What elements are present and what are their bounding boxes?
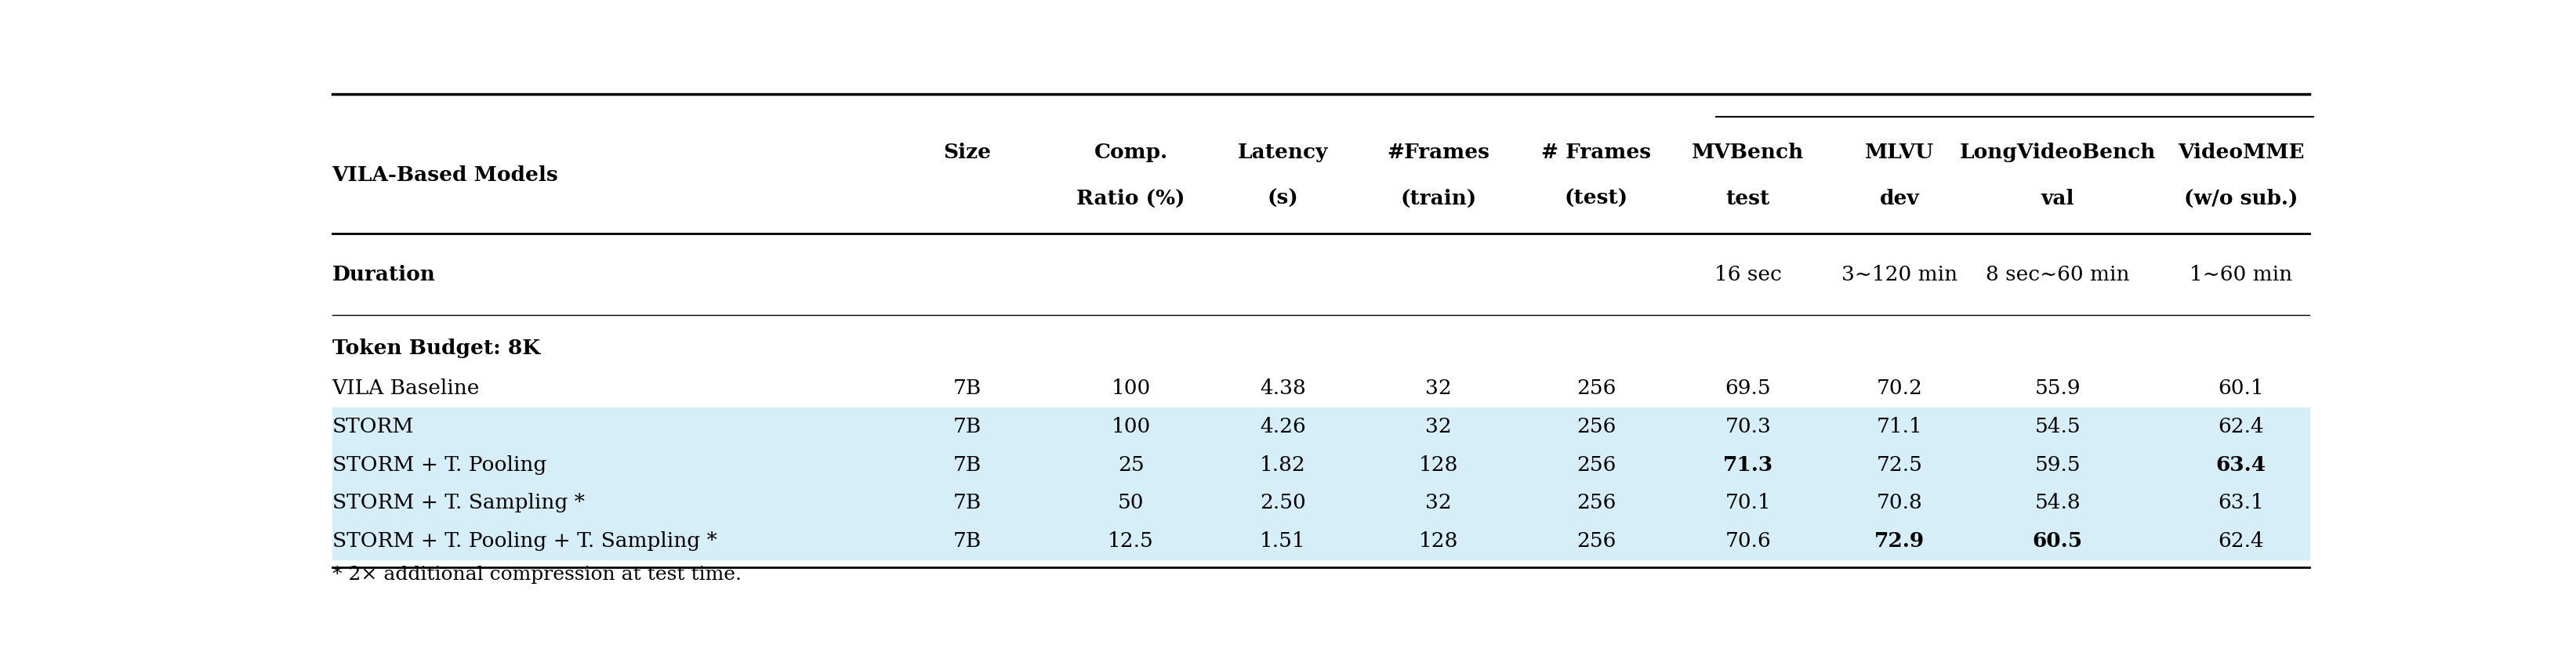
Text: 1.51: 1.51 xyxy=(1260,531,1306,551)
Text: 70.6: 70.6 xyxy=(1723,531,1770,551)
Text: 256: 256 xyxy=(1577,493,1615,513)
Text: Latency: Latency xyxy=(1236,143,1327,163)
Text: 69.5: 69.5 xyxy=(1723,379,1770,399)
Text: 71.1: 71.1 xyxy=(1875,417,1922,436)
Text: 256: 256 xyxy=(1577,455,1615,474)
Text: 54.5: 54.5 xyxy=(2035,417,2079,436)
Text: * 2× additional compression at test time.: * 2× additional compression at test time… xyxy=(332,566,742,584)
Text: Duration: Duration xyxy=(332,265,435,284)
Text: STORM: STORM xyxy=(332,417,415,436)
Text: 70.8: 70.8 xyxy=(1875,493,1922,513)
Text: 32: 32 xyxy=(1425,493,1450,513)
Text: 72.9: 72.9 xyxy=(1873,531,1924,551)
Text: #Frames: #Frames xyxy=(1386,143,1489,163)
Text: 128: 128 xyxy=(1419,455,1458,474)
Text: 128: 128 xyxy=(1419,531,1458,551)
Text: 4.38: 4.38 xyxy=(1260,379,1306,399)
Bar xyxy=(332,408,2308,445)
Text: 59.5: 59.5 xyxy=(2035,455,2079,474)
Text: 1~60 min: 1~60 min xyxy=(2190,265,2293,284)
Text: dev: dev xyxy=(1880,188,1919,208)
Text: 50: 50 xyxy=(1118,493,1144,513)
Text: Ratio (%): Ratio (%) xyxy=(1077,188,1185,208)
Text: 70.2: 70.2 xyxy=(1875,379,1922,399)
Text: 100: 100 xyxy=(1110,379,1151,399)
Text: 3~120 min: 3~120 min xyxy=(1842,265,1958,284)
Text: test: test xyxy=(1726,188,1770,208)
Text: 60.1: 60.1 xyxy=(2218,379,2264,399)
Text: 7B: 7B xyxy=(953,379,981,399)
Text: STORM + T. Pooling + T. Sampling *: STORM + T. Pooling + T. Sampling * xyxy=(332,531,716,551)
Text: Comp.: Comp. xyxy=(1095,143,1167,163)
Text: 25: 25 xyxy=(1118,455,1144,474)
Text: 256: 256 xyxy=(1577,531,1615,551)
Text: 63.1: 63.1 xyxy=(2218,493,2264,513)
Text: 4.26: 4.26 xyxy=(1260,417,1306,436)
Text: VILA-Based Models: VILA-Based Models xyxy=(332,165,559,185)
Text: 63.4: 63.4 xyxy=(2215,455,2267,474)
Bar xyxy=(332,445,2308,484)
Text: 72.5: 72.5 xyxy=(1875,455,1922,474)
Text: (train): (train) xyxy=(1399,188,1476,208)
Text: # Frames: # Frames xyxy=(1540,143,1651,163)
Text: Size: Size xyxy=(943,143,992,163)
Text: 32: 32 xyxy=(1425,379,1450,399)
Text: 70.3: 70.3 xyxy=(1723,417,1770,436)
Text: VideoMME: VideoMME xyxy=(2177,143,2303,163)
Text: val: val xyxy=(2040,188,2074,208)
Text: 71.3: 71.3 xyxy=(1723,455,1772,474)
Text: 62.4: 62.4 xyxy=(2218,531,2264,551)
Text: 100: 100 xyxy=(1110,417,1151,436)
Text: MVBench: MVBench xyxy=(1692,143,1803,163)
Text: LongVideoBench: LongVideoBench xyxy=(1958,143,2156,163)
Bar xyxy=(332,522,2308,560)
Text: 70.1: 70.1 xyxy=(1723,493,1770,513)
Text: 7B: 7B xyxy=(953,493,981,513)
Text: Token Budget: 8K: Token Budget: 8K xyxy=(332,338,541,358)
Text: 7B: 7B xyxy=(953,455,981,474)
Text: 60.5: 60.5 xyxy=(2032,531,2081,551)
Text: 7B: 7B xyxy=(953,531,981,551)
Text: 7B: 7B xyxy=(953,417,981,436)
Text: 12.5: 12.5 xyxy=(1108,531,1154,551)
Text: 256: 256 xyxy=(1577,379,1615,399)
Text: 62.4: 62.4 xyxy=(2218,417,2264,436)
Bar xyxy=(332,484,2308,522)
Text: 16 sec: 16 sec xyxy=(1713,265,1780,284)
Text: 32: 32 xyxy=(1425,417,1450,436)
Text: 256: 256 xyxy=(1577,417,1615,436)
Text: MLVU: MLVU xyxy=(1865,143,1935,163)
Text: STORM + T. Pooling: STORM + T. Pooling xyxy=(332,455,546,474)
Text: 1.82: 1.82 xyxy=(1260,455,1306,474)
Text: 8 sec~60 min: 8 sec~60 min xyxy=(1986,265,2128,284)
Text: 2.50: 2.50 xyxy=(1260,493,1306,513)
Text: (w/o sub.): (w/o sub.) xyxy=(2184,188,2298,208)
Text: STORM + T. Sampling *: STORM + T. Sampling * xyxy=(332,493,585,513)
Text: VILA Baseline: VILA Baseline xyxy=(332,379,479,399)
Text: 54.8: 54.8 xyxy=(2035,493,2079,513)
Text: (s): (s) xyxy=(1267,188,1298,208)
Text: 55.9: 55.9 xyxy=(2035,379,2079,399)
Text: (test): (test) xyxy=(1564,188,1628,208)
